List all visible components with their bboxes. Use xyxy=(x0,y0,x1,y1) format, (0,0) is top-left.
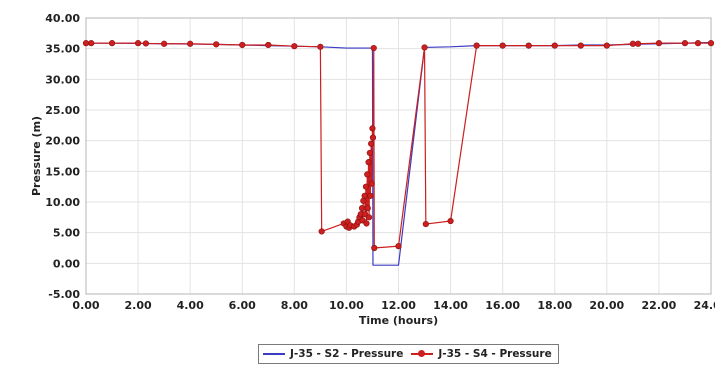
x-tick-label: 24.00 xyxy=(694,299,715,312)
series-point-2 xyxy=(362,183,370,190)
series-point-2 xyxy=(187,40,194,47)
y-tick-label: 20.00 xyxy=(45,135,80,148)
series-point-2 xyxy=(447,217,454,225)
x-tick-label: 18.00 xyxy=(537,299,572,312)
series-point-2 xyxy=(681,40,689,47)
series-point-2 xyxy=(369,125,376,132)
series-point-2 xyxy=(82,40,90,47)
series-point-2 xyxy=(371,244,378,252)
series-point-2 xyxy=(108,40,116,47)
series-point-2 xyxy=(629,40,636,47)
y-tick-label: 5.00 xyxy=(53,227,80,240)
series-point-2 xyxy=(694,40,702,47)
series-point-2 xyxy=(499,42,506,49)
series-point-2 xyxy=(655,40,663,47)
series-point-2 xyxy=(422,220,429,228)
series-point-2 xyxy=(366,149,373,157)
series-point-2 xyxy=(365,214,373,221)
series-point-2 xyxy=(367,192,374,199)
series-point-2 xyxy=(361,192,368,199)
plot-frame xyxy=(85,17,712,295)
series-point-2 xyxy=(369,134,377,141)
series-point-2 xyxy=(395,243,402,250)
series-point-2 xyxy=(421,44,428,51)
series-point-2 xyxy=(525,42,532,49)
x-tick-label: 22.00 xyxy=(642,299,677,312)
y-tick-label: 35.00 xyxy=(45,43,80,56)
series-point-2 xyxy=(364,171,371,178)
legend-item-s2: J-35 - S2 - Pressure xyxy=(263,348,403,360)
series-point-2 xyxy=(318,228,325,235)
x-tick-label: 2.00 xyxy=(125,299,152,312)
series-point-2 xyxy=(265,41,272,49)
series-point-2 xyxy=(707,40,715,47)
series-point-2 xyxy=(363,220,370,227)
legend-label-s2: J-35 - S2 - Pressure xyxy=(290,348,404,360)
series-point-2 xyxy=(213,41,220,48)
series-point-2 xyxy=(239,41,246,49)
y-tick-label: 30.00 xyxy=(45,73,80,86)
series-point-2 xyxy=(577,42,584,49)
series-point-2 xyxy=(142,40,149,47)
x-tick-label: 10.00 xyxy=(329,299,364,312)
x-tick-label: 14.00 xyxy=(433,299,468,312)
series-point-2 xyxy=(364,205,371,212)
legend-label-s4: J-35 - S4 - Pressure xyxy=(438,348,552,360)
y-tick-label: 40.00 xyxy=(45,12,80,25)
y-tick-label: 25.00 xyxy=(45,104,80,117)
series-point-2 xyxy=(291,43,298,50)
y-tick-label: 15.00 xyxy=(45,165,80,178)
series-point-2 xyxy=(368,140,375,147)
series-line-2 xyxy=(86,42,711,249)
legend-item-s4: J-35 - S4 - Pressure xyxy=(411,348,552,360)
legend-swatch-s4 xyxy=(411,349,434,359)
x-tick-label: 12.00 xyxy=(381,299,416,312)
series-point-2 xyxy=(365,159,372,166)
legend: J-35 - S2 - Pressure J-35 - S4 - Pressur… xyxy=(258,344,559,364)
y-axis-label: Pressure (m) xyxy=(30,116,43,196)
series-point-2 xyxy=(473,42,480,49)
y-tick-label: 10.00 xyxy=(45,196,80,209)
x-tick-label: 8.00 xyxy=(281,299,308,312)
series-point-2 xyxy=(370,44,377,52)
series-point-2 xyxy=(317,43,324,50)
y-tick-label: -5.00 xyxy=(48,288,80,301)
series-point-2 xyxy=(134,40,142,47)
series-point-2 xyxy=(358,205,366,212)
x-tick-label: 0.00 xyxy=(72,299,99,312)
series-point-2 xyxy=(603,42,610,49)
series-point-2 xyxy=(551,42,558,49)
series-point-2 xyxy=(368,180,375,187)
legend-swatch-s2 xyxy=(263,349,285,359)
series-point-2 xyxy=(634,40,642,47)
x-tick-label: 4.00 xyxy=(177,299,204,312)
x-tick-label: 20.00 xyxy=(589,299,624,312)
series-point-2 xyxy=(88,40,95,47)
x-tick-label: 16.00 xyxy=(485,299,520,312)
series-point-2 xyxy=(161,40,168,47)
x-axis-label: Time (hours) xyxy=(359,314,438,327)
y-tick-label: 0.00 xyxy=(53,257,80,270)
x-tick-label: 6.00 xyxy=(229,299,256,312)
